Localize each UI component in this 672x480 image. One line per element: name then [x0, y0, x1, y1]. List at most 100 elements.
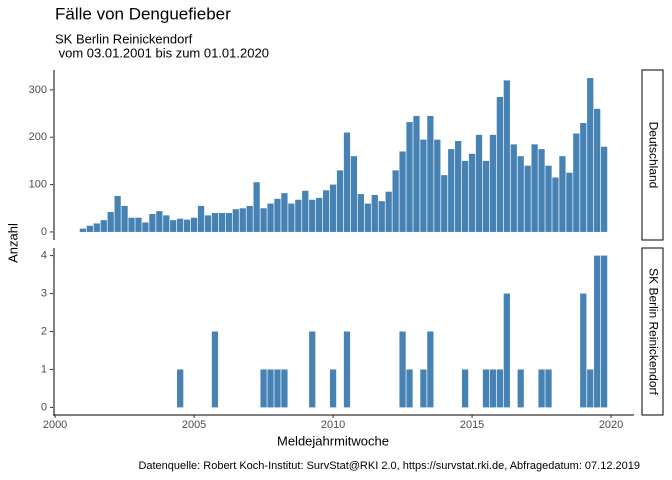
- bar: [350, 156, 358, 232]
- strip-box: [641, 247, 664, 416]
- bar: [399, 331, 406, 408]
- bar: [288, 203, 295, 232]
- bar: [170, 220, 177, 232]
- bar: [225, 213, 232, 232]
- bar: [267, 203, 274, 232]
- strip-box: [641, 69, 664, 241]
- y-tick-label: 1: [41, 363, 47, 375]
- bar: [587, 78, 594, 232]
- bar: [86, 225, 93, 232]
- bar: [177, 218, 184, 232]
- bar: [448, 149, 455, 232]
- bar: [538, 149, 545, 232]
- bar: [329, 184, 337, 232]
- bar: [218, 213, 226, 232]
- bar: [316, 197, 323, 232]
- bar: [149, 213, 156, 232]
- bar: [552, 177, 559, 232]
- chart-subtitle: vom 03.01.2001 bis zum 01.01.2020: [55, 45, 269, 60]
- bar: [371, 195, 378, 232]
- bar: [385, 191, 392, 232]
- bar: [309, 199, 316, 232]
- bar: [545, 369, 552, 408]
- bar: [392, 170, 399, 232]
- bar: [322, 190, 330, 232]
- bar: [399, 151, 406, 232]
- bar: [475, 134, 483, 232]
- bar: [503, 80, 510, 232]
- bar: [600, 255, 608, 408]
- bar: [163, 215, 170, 232]
- bar: [281, 193, 288, 232]
- bar: [413, 115, 420, 232]
- bar: [364, 203, 371, 232]
- x-axis-label: Meldejahrmitwoche: [277, 433, 389, 448]
- x-tick-label: 2010: [321, 419, 345, 431]
- bar: [455, 141, 462, 232]
- bar: [482, 160, 490, 232]
- bar: [128, 217, 135, 232]
- bar: [309, 331, 316, 408]
- bar: [496, 369, 503, 408]
- bar: [197, 205, 205, 232]
- bar: [190, 217, 198, 232]
- bar: [420, 139, 427, 232]
- bar: [239, 208, 246, 232]
- y-tick-label: 0: [41, 401, 47, 413]
- bar: [302, 190, 309, 232]
- bar: [441, 175, 448, 232]
- bar: [524, 165, 531, 232]
- bar: [93, 223, 100, 232]
- y-tick-label: 300: [29, 84, 47, 96]
- bar: [580, 293, 587, 408]
- bar: [336, 170, 344, 232]
- bar: [378, 201, 385, 232]
- bar: [260, 369, 267, 408]
- y-tick-label: 2: [41, 325, 47, 337]
- bar: [204, 215, 212, 232]
- bar: [121, 205, 128, 232]
- bar: [274, 198, 281, 232]
- bar: [566, 172, 573, 232]
- bar: [274, 369, 281, 408]
- bar: [156, 211, 163, 232]
- strip-label: SK Berlin Reinickendorf: [646, 268, 660, 395]
- bar: [267, 369, 274, 408]
- chart-title: Fälle von Denguefieber: [55, 4, 231, 23]
- bar: [100, 220, 107, 232]
- bar: [142, 222, 149, 232]
- bar: [531, 144, 538, 232]
- bar: [232, 209, 239, 232]
- bar: [489, 369, 497, 408]
- bar: [461, 369, 469, 408]
- y-tick-label: 4: [41, 249, 47, 261]
- bar: [503, 293, 510, 408]
- caption: Datenquelle: Robert Koch-Institut: SurvS…: [138, 460, 640, 472]
- bar: [246, 205, 253, 232]
- bar: [211, 331, 219, 408]
- bar: [545, 165, 552, 232]
- bar: [260, 208, 267, 232]
- bar: [406, 369, 413, 408]
- bar: [594, 255, 601, 408]
- bar: [600, 146, 608, 232]
- bar: [253, 182, 260, 232]
- bar: [79, 228, 87, 232]
- bar: [107, 212, 114, 232]
- bar: [496, 96, 503, 232]
- bar: [482, 369, 490, 408]
- bar: [594, 108, 601, 232]
- bar: [343, 132, 351, 232]
- y-tick-label: 3: [41, 287, 47, 299]
- bar: [295, 199, 302, 232]
- bar: [517, 369, 524, 408]
- bar: [489, 134, 497, 232]
- bar: [538, 369, 545, 408]
- bar: [434, 139, 441, 232]
- x-tick-label: 2015: [460, 419, 484, 431]
- bar: [580, 123, 587, 232]
- bar: [420, 369, 427, 408]
- y-axis-label: Anzahl: [5, 223, 20, 263]
- strip-label: Deutschland: [646, 122, 660, 189]
